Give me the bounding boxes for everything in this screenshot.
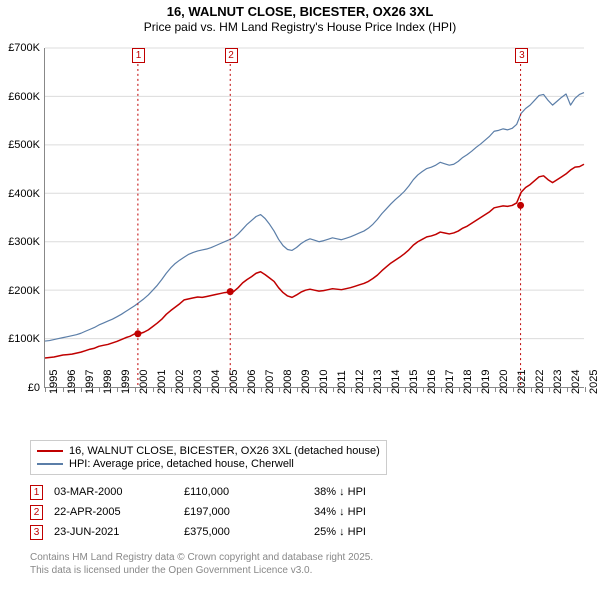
sale-row: 2 22-APR-2005£197,00034% ↓ HPI <box>30 502 414 522</box>
x-axis-label: 2005 <box>228 370 240 394</box>
x-axis-label: 2009 <box>300 370 312 394</box>
x-axis-label: 1996 <box>66 370 78 394</box>
legend-row-blue: HPI: Average price, detached house, Cher… <box>37 458 380 470</box>
sale-marker-small: 3 <box>30 525 43 540</box>
x-axis-label: 2012 <box>354 370 366 394</box>
title-subtitle: Price paid vs. HM Land Registry's House … <box>0 20 600 34</box>
x-axis-label: 2025 <box>588 370 600 394</box>
sale-marker-small: 2 <box>30 505 43 520</box>
sale-row: 1 03-MAR-2000£110,00038% ↓ HPI <box>30 482 414 502</box>
x-axis-label: 2004 <box>210 370 222 394</box>
legend-line-blue <box>37 463 63 465</box>
y-axis-label: £700K <box>0 42 40 54</box>
x-axis-label: 2003 <box>192 370 204 394</box>
chart-title-block: 16, WALNUT CLOSE, BICESTER, OX26 3XL Pri… <box>0 0 600 34</box>
sale-marker: 2 <box>225 48 238 63</box>
x-axis-label: 2022 <box>534 370 546 394</box>
legend-line-red <box>37 450 63 452</box>
sale-marker: 3 <box>515 48 528 63</box>
sale-row: 3 23-JUN-2021£375,00025% ↓ HPI <box>30 522 414 542</box>
legend: 16, WALNUT CLOSE, BICESTER, OX26 3XL (de… <box>30 440 387 475</box>
x-axis-label: 2023 <box>552 370 564 394</box>
legend-label-blue: HPI: Average price, detached house, Cher… <box>69 458 294 470</box>
chart-svg <box>45 48 584 387</box>
plot-region: 1 2 3 <box>44 48 584 388</box>
sale-price: £110,000 <box>184 486 314 498</box>
x-axis-label: 2001 <box>156 370 168 394</box>
sale-date: 22-APR-2005 <box>54 506 184 518</box>
x-axis-label: 2024 <box>570 370 582 394</box>
title-address: 16, WALNUT CLOSE, BICESTER, OX26 3XL <box>0 4 600 19</box>
y-axis-label: £400K <box>0 188 40 200</box>
x-axis-label: 2000 <box>138 370 150 394</box>
x-axis-label: 1997 <box>84 370 96 394</box>
sale-marker: 1 <box>132 48 145 63</box>
x-axis-label: 2017 <box>444 370 456 394</box>
y-axis-label: £500K <box>0 139 40 151</box>
x-axis-label: 2007 <box>264 370 276 394</box>
x-axis-label: 2008 <box>282 370 294 394</box>
sales-table: 1 03-MAR-2000£110,00038% ↓ HPI 2 22-APR-200… <box>30 482 414 542</box>
y-axis-label: £200K <box>0 285 40 297</box>
x-axis-label: 2011 <box>336 370 348 394</box>
sale-diff: 34% ↓ HPI <box>314 506 414 518</box>
footnote-line1: Contains HM Land Registry data © Crown c… <box>30 552 373 565</box>
y-axis-label: £0 <box>0 382 40 394</box>
legend-label-red: 16, WALNUT CLOSE, BICESTER, OX26 3XL (de… <box>69 445 380 457</box>
x-axis-label: 1998 <box>102 370 114 394</box>
sale-diff: 38% ↓ HPI <box>314 486 414 498</box>
x-axis-label: 2002 <box>174 370 186 394</box>
x-axis-label: 2014 <box>390 370 402 394</box>
x-axis-label: 2021 <box>516 370 528 394</box>
sale-diff: 25% ↓ HPI <box>314 526 414 538</box>
x-axis-label: 1999 <box>120 370 132 394</box>
footnote-line2: This data is licensed under the Open Gov… <box>30 565 373 578</box>
sale-date: 03-MAR-2000 <box>54 486 184 498</box>
chart-area: 1 2 3 £0 £100K £200K £300K £400K £500K £600K £700… <box>0 40 600 435</box>
sale-date: 23-JUN-2021 <box>54 526 184 538</box>
x-axis-label: 2020 <box>498 370 510 394</box>
y-axis-label: £300K <box>0 236 40 248</box>
x-axis-label: 2019 <box>480 370 492 394</box>
sale-price: £197,000 <box>184 506 314 518</box>
x-axis-label: 2015 <box>408 370 420 394</box>
legend-row-red: 16, WALNUT CLOSE, BICESTER, OX26 3XL (de… <box>37 445 380 457</box>
x-axis-label: 2006 <box>246 370 258 394</box>
y-axis-label: £600K <box>0 91 40 103</box>
x-axis-label: 2010 <box>318 370 330 394</box>
x-axis-label: 1995 <box>48 370 60 394</box>
sale-marker-small: 1 <box>30 485 43 500</box>
x-axis-label: 2013 <box>372 370 384 394</box>
x-axis-label: 2016 <box>426 370 438 394</box>
sale-price: £375,000 <box>184 526 314 538</box>
y-axis-label: £100K <box>0 333 40 345</box>
footnote: Contains HM Land Registry data © Crown c… <box>30 552 373 577</box>
x-axis-label: 2018 <box>462 370 474 394</box>
